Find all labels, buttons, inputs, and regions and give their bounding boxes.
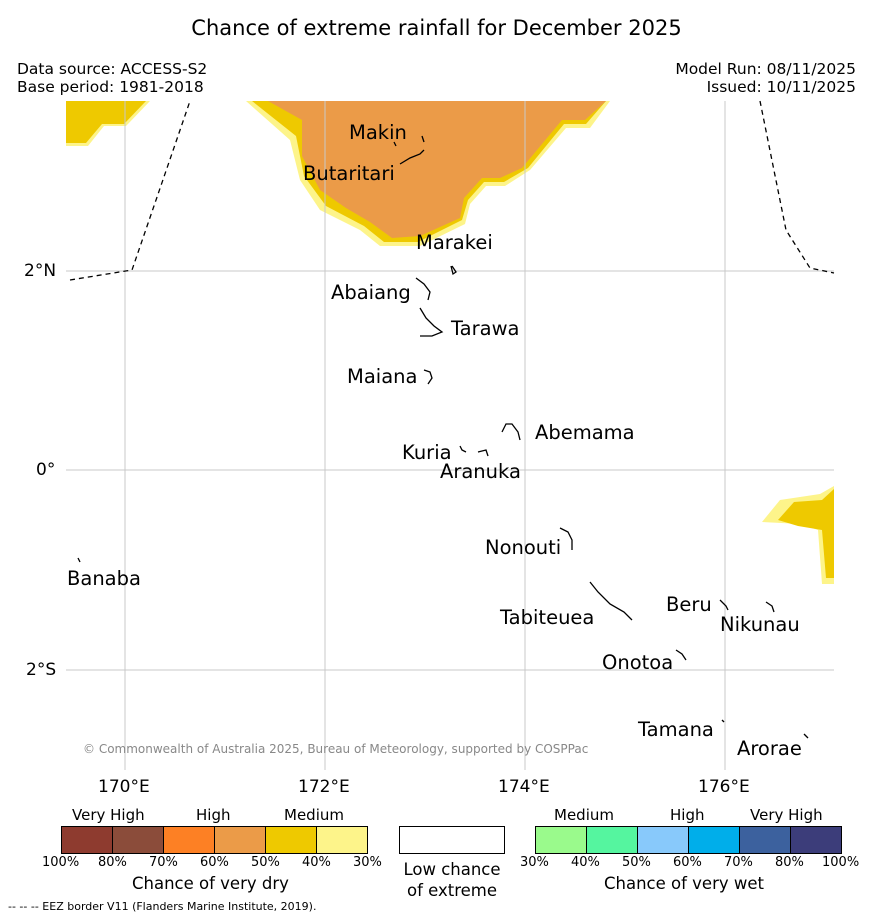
lat-label-0: 0°: [36, 460, 56, 480]
lon-label-170e: 170°E: [98, 777, 150, 797]
eez-footnote: -- -- -- EEZ border V11 (Flanders Marine…: [8, 900, 317, 913]
base-period: Base period: 1981-2018: [17, 78, 204, 96]
wet-swatch-4: [689, 827, 740, 853]
place-beru: Beru: [666, 593, 712, 616]
dry-tick-60: 60%: [200, 855, 229, 870]
lon-label-176e: 176°E: [698, 777, 750, 797]
dry-tick-50: 50%: [251, 855, 280, 870]
dry-tick-80: 80%: [98, 855, 127, 870]
lat-label-2s: 2°S: [26, 660, 57, 680]
island-abaiang: [415, 277, 431, 301]
island-maiana: [423, 369, 433, 385]
wet-tick-80: 80%: [775, 855, 804, 870]
data-source: Data source: ACCESS-S2: [17, 60, 208, 78]
island-marakei: [450, 265, 457, 276]
place-makin: Makin: [349, 121, 407, 144]
low-chance-line1: Low chance: [403, 860, 501, 879]
wet-swatch-2: [587, 827, 638, 853]
dry-tick-30: 30%: [353, 855, 382, 870]
place-nonouti: Nonouti: [485, 536, 562, 559]
place-abaiang: Abaiang: [331, 281, 411, 304]
copyright-notice: © Commonwealth of Australia 2025, Bureau…: [83, 742, 589, 756]
island-nonouti: [559, 527, 573, 550]
wet-cat-medium: Medium: [554, 806, 614, 824]
island-makin: [393, 135, 425, 147]
wet-tick-100: 100%: [822, 855, 860, 870]
wet-swatch-5: [740, 827, 791, 853]
place-onotoa: Onotoa: [602, 651, 674, 674]
wet-legend-title: Chance of very wet: [604, 874, 764, 893]
island-abemama: [501, 423, 521, 441]
wet-colorbar: [535, 826, 842, 854]
island-arorae: [803, 733, 809, 739]
place-butaritari: Butaritari: [303, 162, 395, 185]
island-aranuka: [477, 449, 489, 457]
wet-tick-40: 40%: [571, 855, 600, 870]
wet-cat-high: High: [670, 806, 705, 824]
dry-swatch-5: [266, 827, 317, 853]
dry-cat-very-high: Very High: [72, 806, 145, 824]
island-banaba: [77, 557, 81, 563]
lat-label-2n: 2°N: [24, 261, 57, 281]
eez-border-east: [759, 100, 835, 274]
island-tamana: [721, 719, 725, 723]
place-tarawa: Tarawa: [451, 317, 520, 340]
dry-tick-40: 40%: [302, 855, 331, 870]
lon-label-172e: 172°E: [298, 777, 350, 797]
dry-swatch-6: [317, 827, 367, 853]
place-nikunau: Nikunau: [720, 613, 800, 636]
wet-tick-70: 70%: [724, 855, 753, 870]
dry-swatch-2: [113, 827, 164, 853]
wet-tick-30: 30%: [520, 855, 549, 870]
place-tabiteuea: Tabiteuea: [500, 606, 595, 629]
island-onotoa: [675, 649, 687, 661]
eez-border-west: [69, 100, 191, 281]
chart-title: Chance of extreme rainfall for December …: [191, 16, 682, 40]
low-chance-swatch: [399, 826, 505, 854]
low-chance-label: Low chance of extreme: [399, 859, 505, 901]
wet-swatch-6: [791, 827, 841, 853]
source-info: Data source: ACCESS-S2 Base period: 1981…: [17, 60, 207, 96]
place-arorae: Arorae: [737, 737, 802, 760]
island-tarawa: [419, 307, 444, 337]
dry-swatch-3: [164, 827, 215, 853]
island-tabiteuea: [589, 581, 633, 621]
dry-legend-title: Chance of very dry: [132, 874, 289, 893]
island-beru: [719, 599, 729, 611]
dry-cat-high: High: [196, 806, 231, 824]
dry-tick-100: 100%: [42, 855, 80, 870]
place-tamana: Tamana: [638, 718, 714, 741]
island-kuria: [459, 445, 467, 453]
place-marakei: Marakei: [416, 231, 493, 254]
place-aranuka: Aranuka: [440, 460, 521, 483]
wet-tick-60: 60%: [673, 855, 702, 870]
dry-swatch-4: [215, 827, 266, 853]
place-maiana: Maiana: [347, 365, 418, 388]
model-run: Model Run: 08/11/2025: [675, 60, 856, 78]
wet-tick-50: 50%: [622, 855, 651, 870]
place-kuria: Kuria: [402, 441, 452, 464]
dry-region-50-60-north: [268, 101, 606, 238]
place-abemama: Abemama: [535, 421, 635, 444]
run-info: Model Run: 08/11/2025 Issued: 10/11/2025: [675, 60, 856, 96]
island-nikunau: [765, 601, 775, 613]
dry-swatch-1: [62, 827, 113, 853]
wet-swatch-1: [536, 827, 587, 853]
place-banaba: Banaba: [67, 567, 141, 590]
dry-tick-70: 70%: [149, 855, 178, 870]
low-chance-line2: of extreme: [406, 881, 498, 900]
wet-cat-very-high: Very High: [750, 806, 823, 824]
dry-cat-medium: Medium: [284, 806, 344, 824]
lon-label-174e: 174°E: [498, 777, 550, 797]
wet-swatch-3: [638, 827, 689, 853]
dry-colorbar: [61, 826, 368, 854]
issued-date: Issued: 10/11/2025: [706, 78, 856, 96]
dry-region-40-50-east: [778, 489, 834, 578]
low-chance-fill: [400, 827, 504, 853]
island-butaritari: [399, 149, 425, 165]
